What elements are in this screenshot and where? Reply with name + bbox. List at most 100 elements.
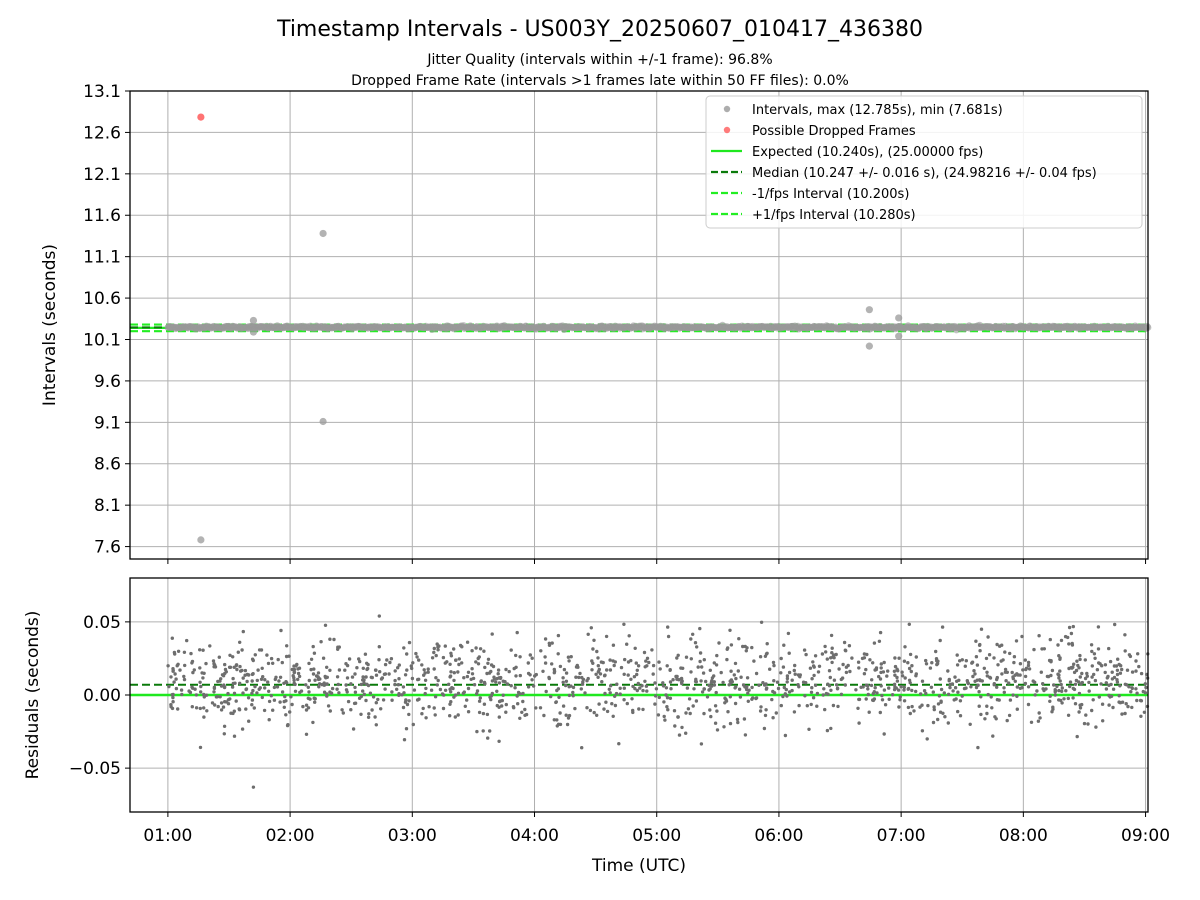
residual-point [592, 638, 596, 642]
residual-point [583, 691, 587, 695]
residual-point [1062, 697, 1066, 701]
residual-point [647, 660, 651, 665]
residual-point [684, 711, 688, 715]
residual-point [549, 694, 553, 699]
residual-point [821, 693, 825, 697]
residual-point [969, 685, 973, 689]
residual-point [191, 670, 195, 675]
residual-point [495, 703, 499, 708]
residual-point [521, 691, 525, 696]
residual-point [307, 690, 311, 694]
residual-point [842, 640, 847, 645]
residual-point [417, 677, 421, 681]
residual-point [564, 671, 569, 675]
residual-point [487, 671, 492, 675]
top-y-axis-label: Intervals (seconds) [40, 244, 60, 406]
residual-point [488, 729, 492, 733]
residual-point [979, 695, 983, 699]
residual-point [452, 678, 456, 683]
residual-point [675, 656, 679, 660]
residual-point [685, 686, 690, 690]
residual-point [460, 661, 464, 665]
residual-point [614, 691, 619, 696]
residual-point [723, 696, 727, 700]
residual-point [390, 698, 394, 702]
residual-point [1024, 666, 1029, 670]
residual-point [232, 691, 237, 695]
residual-point [453, 693, 458, 697]
residual-point [972, 669, 976, 673]
residual-point [625, 642, 629, 646]
residual-point [293, 689, 298, 693]
residual-point [586, 676, 590, 681]
residual-point [478, 696, 482, 700]
residual-point [272, 685, 277, 690]
residual-point [504, 710, 508, 714]
legend-label-minus_fps: -1/fps Interval (10.200s) [752, 187, 909, 202]
residual-point [501, 679, 505, 683]
residual-point [486, 736, 490, 740]
residual-point [504, 667, 508, 672]
residual-point [251, 785, 256, 789]
residual-point [880, 698, 885, 702]
residual-point [810, 677, 814, 681]
residual-point [235, 667, 239, 672]
residual-point [1099, 682, 1103, 686]
residual-point [397, 663, 401, 667]
residual-point [234, 663, 239, 667]
residual-point [1090, 708, 1094, 713]
interval-points [164, 113, 1152, 544]
residual-point [366, 715, 371, 719]
residual-point [198, 666, 202, 670]
top-y-tick-label: 8.1 [94, 496, 121, 516]
top-y-tick-label: 10.1 [83, 330, 121, 350]
residual-point [651, 672, 655, 676]
top-y-tick-label: 12.1 [83, 165, 121, 185]
residual-point [520, 710, 524, 714]
residual-point [347, 657, 352, 661]
residual-point [374, 673, 379, 677]
residual-point [335, 687, 339, 691]
residual-point [1038, 716, 1042, 720]
residual-point [895, 679, 900, 683]
residual-point [635, 688, 639, 693]
residual-point [1057, 673, 1061, 677]
residual-point [622, 686, 626, 690]
residual-point [291, 674, 295, 678]
residual-point [297, 674, 302, 679]
residual-point [634, 661, 638, 665]
residual-point [430, 656, 435, 660]
residual-point [349, 682, 353, 686]
residual-point [938, 677, 942, 681]
residual-point [713, 704, 718, 708]
residual-point [355, 666, 359, 670]
residual-point [1094, 725, 1098, 729]
residual-point [567, 693, 572, 698]
residual-point [313, 678, 317, 682]
residual-point [245, 679, 249, 684]
residual-point [1053, 693, 1058, 697]
residual-point [985, 670, 989, 674]
residual-point [205, 709, 209, 713]
residual-point [296, 671, 301, 676]
residual-point [542, 713, 546, 718]
residual-point [561, 676, 565, 680]
residual-point [830, 651, 834, 655]
residual-point [280, 660, 284, 665]
residual-point [255, 691, 259, 695]
residual-point [515, 630, 519, 635]
residual-point [882, 732, 886, 736]
residual-point [848, 669, 852, 674]
residual-point [737, 637, 741, 641]
interval-outlier-point [249, 328, 258, 336]
residual-point [224, 700, 228, 704]
residual-point [710, 684, 714, 688]
residual-point [1123, 633, 1127, 637]
residual-point [1107, 646, 1111, 651]
residual-point [762, 726, 767, 731]
residual-point [693, 641, 698, 645]
residual-point [295, 662, 299, 667]
residual-point [954, 697, 958, 701]
residual-point [717, 641, 721, 645]
residual-point [353, 701, 358, 705]
